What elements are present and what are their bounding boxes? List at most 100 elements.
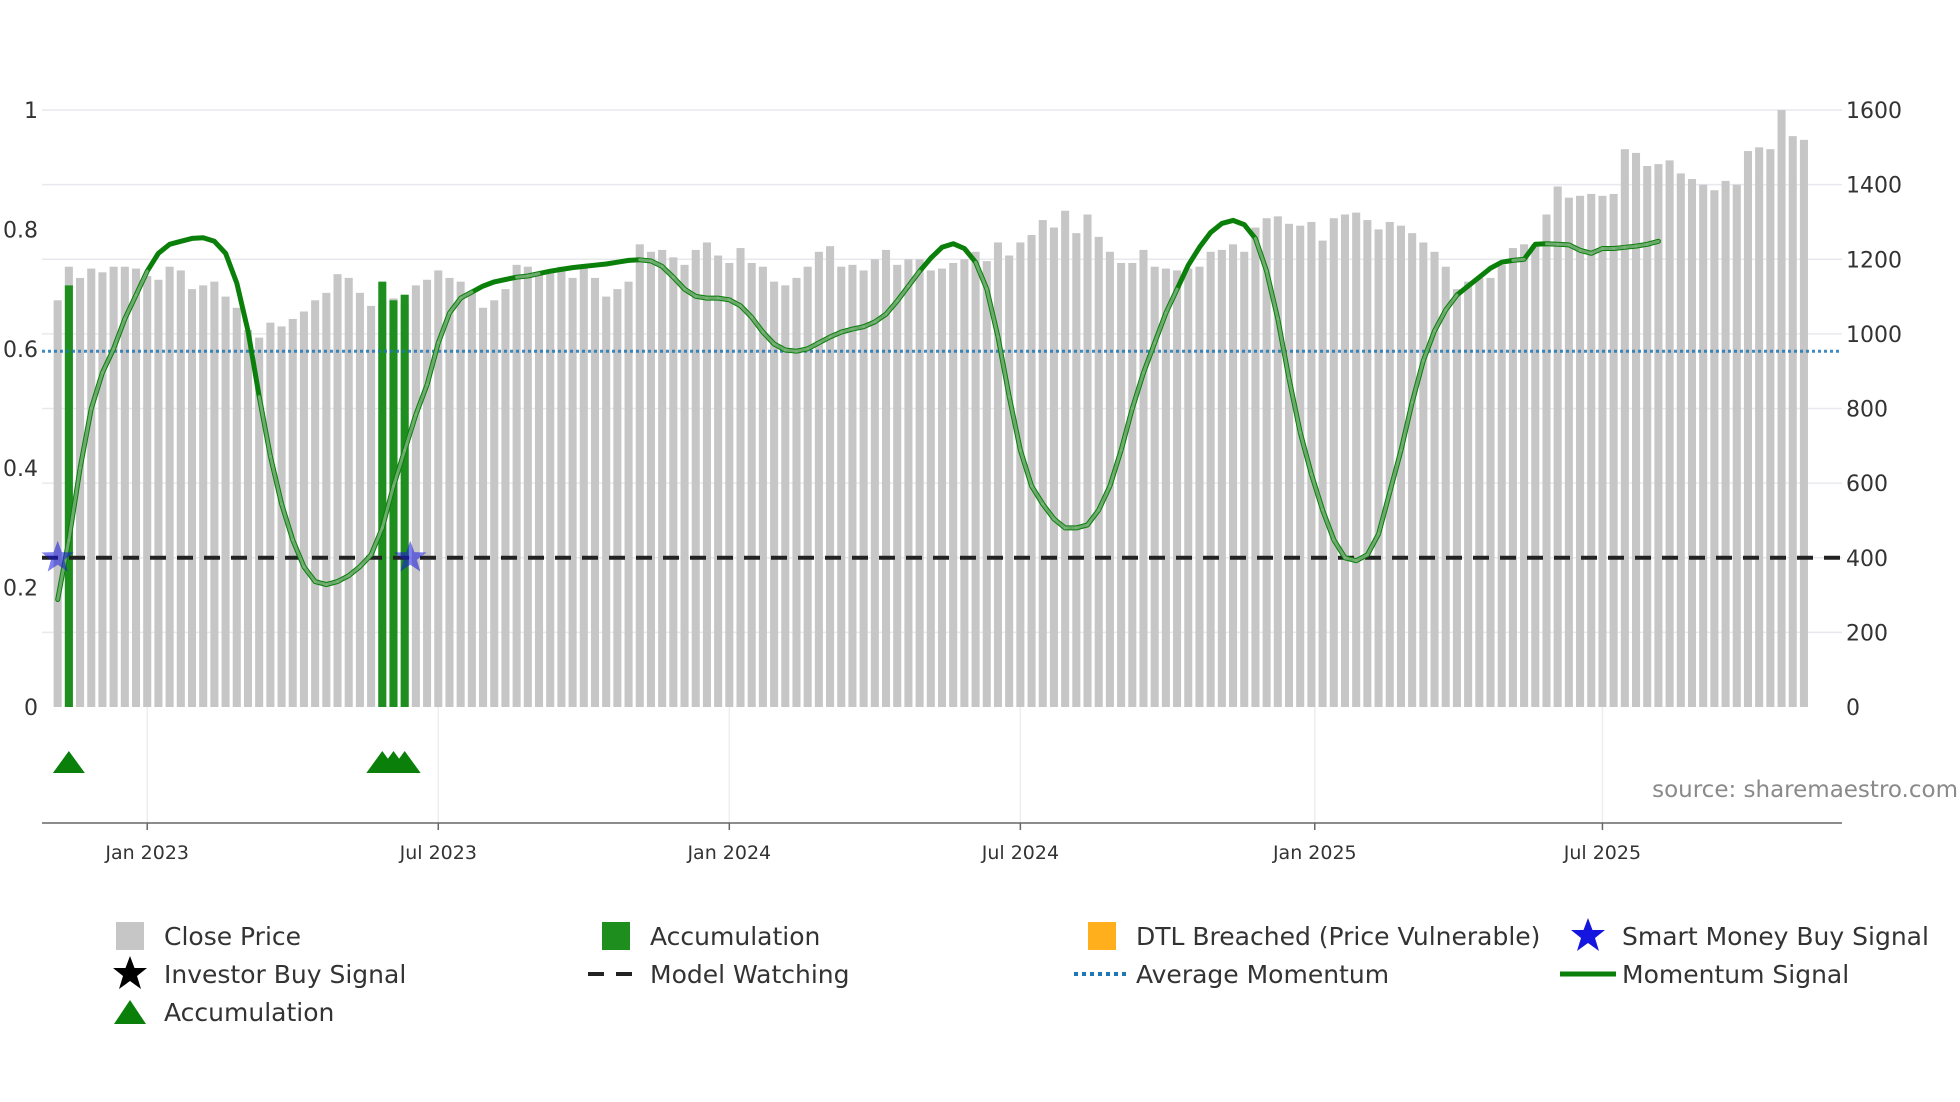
close-price-bar [792, 277, 801, 707]
momentum-signal-segment [302, 565, 317, 584]
momentum-signal-segment [1052, 517, 1067, 530]
momentum-signal-segment [78, 407, 93, 470]
momentum-signal-segment [268, 454, 284, 506]
dotted-line-icon [1074, 972, 1130, 976]
close-price-bar [1665, 160, 1674, 707]
close-price-bar [288, 318, 297, 707]
dtl-breached-swatch [1088, 922, 1116, 950]
close-price-bar [1206, 251, 1215, 708]
close-price-bar [479, 307, 488, 707]
close-price-bar [467, 292, 476, 707]
momentum-signal-segment [448, 296, 463, 315]
close-price-bar [770, 281, 779, 707]
momentum-signal-segment [1074, 523, 1089, 530]
momentum-signal-segment [515, 274, 530, 279]
close-price-bar [1352, 212, 1361, 708]
close-price-bar [1497, 264, 1506, 707]
close-price-bar [322, 292, 331, 707]
close-price-bar [255, 337, 264, 707]
momentum-signal-segment [526, 272, 541, 278]
close-price-bar [1419, 242, 1428, 707]
momentum-signal-segment [134, 269, 149, 297]
close-price-bar [1038, 220, 1047, 707]
close-price-bar [1788, 136, 1797, 707]
close-price-bar [1284, 223, 1294, 708]
close-price-bar [1676, 173, 1685, 707]
close-price-bar [691, 249, 700, 708]
momentum-signal-segment [280, 502, 295, 542]
close-price-bar [1520, 244, 1529, 707]
momentum-signal-segment [67, 466, 82, 542]
momentum-signal-segment [727, 298, 742, 308]
close-price-bar [143, 276, 152, 707]
close-price-bar [568, 277, 577, 707]
legend-label: Smart Money Buy Signal [1622, 921, 1929, 951]
momentum-signal-line [55, 217, 1661, 602]
close-price-bar [176, 270, 185, 707]
momentum-signal-segment [671, 275, 686, 291]
momentum-signal-segment [89, 371, 104, 410]
dashed-line-icon [588, 972, 644, 976]
momentum-signal-segment [649, 259, 664, 268]
momentum-signal-segment [112, 317, 127, 351]
right-axis-tick-label: 1000 [1846, 323, 1902, 348]
momentum-signal-segment [1298, 430, 1313, 476]
close-price-bar [1005, 255, 1014, 707]
close-price-bar [859, 270, 868, 707]
source-label: source: sharemaestro.com [1652, 777, 1958, 803]
close-price-bar [848, 264, 857, 707]
close-price-swatch [116, 922, 144, 950]
momentum-signal-segment [1309, 472, 1325, 512]
momentum-signal-segment [1030, 484, 1045, 506]
close-price-bar [1620, 149, 1629, 707]
accumulation-bar [378, 281, 387, 707]
momentum-signal-segment [739, 304, 754, 319]
momentum-signal-segment [862, 320, 877, 329]
smart-money-buy-star [41, 540, 74, 572]
close-price-bar [1710, 190, 1719, 708]
accumulation-swatch [602, 922, 630, 950]
close-price-bar [1609, 193, 1618, 707]
close-price-bar [1139, 249, 1148, 708]
momentum-signal-segment [56, 538, 71, 601]
momentum-signal-segment [123, 293, 138, 321]
momentum-signal-segment [996, 335, 1011, 399]
close-price-bar [1374, 229, 1383, 707]
close-price-bar [926, 270, 935, 707]
smart-money-buy-star [394, 540, 427, 572]
momentum-signal-segment [459, 290, 474, 300]
momentum-signal-segment [1645, 239, 1660, 246]
left-axis-tick-label: 0.2 [3, 577, 38, 602]
momentum-signal-segment [100, 347, 116, 375]
close-price-bar [266, 322, 275, 707]
momentum-signal-segment [1265, 269, 1280, 321]
close-price-bar [1195, 266, 1204, 707]
close-price-bar [1531, 244, 1540, 707]
close-price-bar [546, 272, 555, 707]
close-price-bar [882, 249, 891, 708]
close-price-bar [1184, 268, 1193, 707]
close-price-bar [590, 277, 600, 707]
close-price-bar [344, 277, 353, 707]
close-price-bar [132, 268, 141, 707]
close-price-bar [613, 289, 622, 707]
close-price-bar [1699, 184, 1708, 708]
momentum-signal-segment [1119, 407, 1134, 452]
momentum-signal-segment [1130, 371, 1145, 410]
legend-item-average-momentum: Average Momentum [1072, 956, 1389, 992]
momentum-signal-segment [1556, 242, 1571, 247]
right-axis-tick-label: 1600 [1846, 99, 1902, 124]
momentum-signal-segment [1108, 448, 1123, 488]
close-price-bar [1217, 249, 1226, 708]
close-price-bar [1150, 266, 1159, 707]
momentum-signal-segment [828, 330, 843, 339]
axes [42, 822, 1842, 830]
close-price-bar [915, 259, 924, 707]
momentum-signal-segment [1545, 242, 1560, 246]
left-axis-tick-label: 1 [24, 99, 38, 124]
close-price-bar [1643, 165, 1652, 708]
x-axis-tick-label: Jan 2023 [104, 842, 189, 864]
momentum-signal-segment [1634, 242, 1649, 248]
close-price-bars [53, 110, 1808, 708]
legend-item-smart-money: Smart Money Buy Signal [1558, 918, 1929, 954]
